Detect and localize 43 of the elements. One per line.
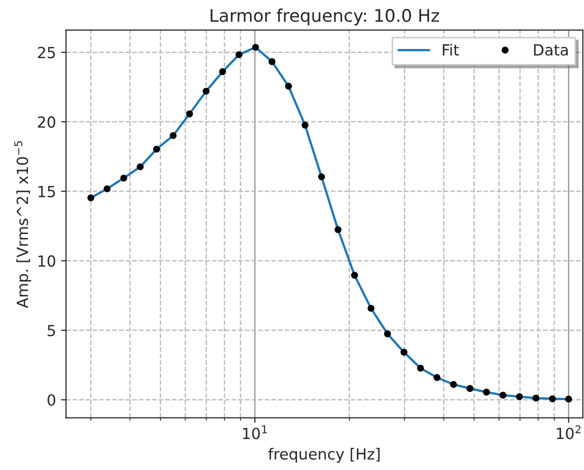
y-tick-label: 0: [48, 394, 56, 406]
x-axis-title: frequency [Hz]: [268, 448, 380, 463]
y-tick-label: 20: [38, 116, 56, 128]
point: [548, 395, 556, 402]
point: [466, 385, 474, 392]
legend-label: Fit: [442, 44, 459, 56]
point: [482, 388, 490, 396]
y-tick-label: 25: [38, 46, 55, 58]
point: [136, 163, 144, 170]
point: [252, 44, 260, 51]
point: [384, 330, 391, 338]
point: [268, 58, 276, 66]
point: [302, 122, 309, 129]
point: [170, 132, 177, 140]
point: [285, 82, 292, 90]
point: [104, 185, 111, 192]
x-tick-label: 10$^{2}$: [556, 425, 580, 440]
point: [516, 393, 523, 400]
point: [120, 174, 128, 182]
y-tick-label: 10: [38, 255, 56, 267]
point: [87, 194, 94, 202]
point: [153, 146, 160, 153]
point: [219, 68, 226, 76]
point: [450, 381, 457, 388]
chart-title: Larmor frequency: 10.0 Hz: [210, 8, 440, 26]
point: [417, 364, 424, 372]
point: [202, 88, 210, 95]
point: [532, 394, 540, 402]
point: [236, 51, 242, 58]
point: [334, 226, 342, 234]
point: [186, 110, 193, 118]
x-tick-label: 10$^{1}$: [243, 425, 267, 440]
point: [318, 173, 326, 180]
point: [368, 304, 374, 312]
point: [400, 348, 408, 356]
point: [499, 392, 506, 399]
y-axis-title: Amp. [Vrms^2] x10$^{−5}$: [14, 141, 32, 308]
legend-label: Data: [534, 44, 568, 56]
point: [351, 272, 358, 279]
y-tick-label: 15: [38, 186, 55, 198]
point: [434, 374, 440, 381]
y-tick-label: 5: [48, 324, 55, 336]
point: [565, 396, 572, 403]
